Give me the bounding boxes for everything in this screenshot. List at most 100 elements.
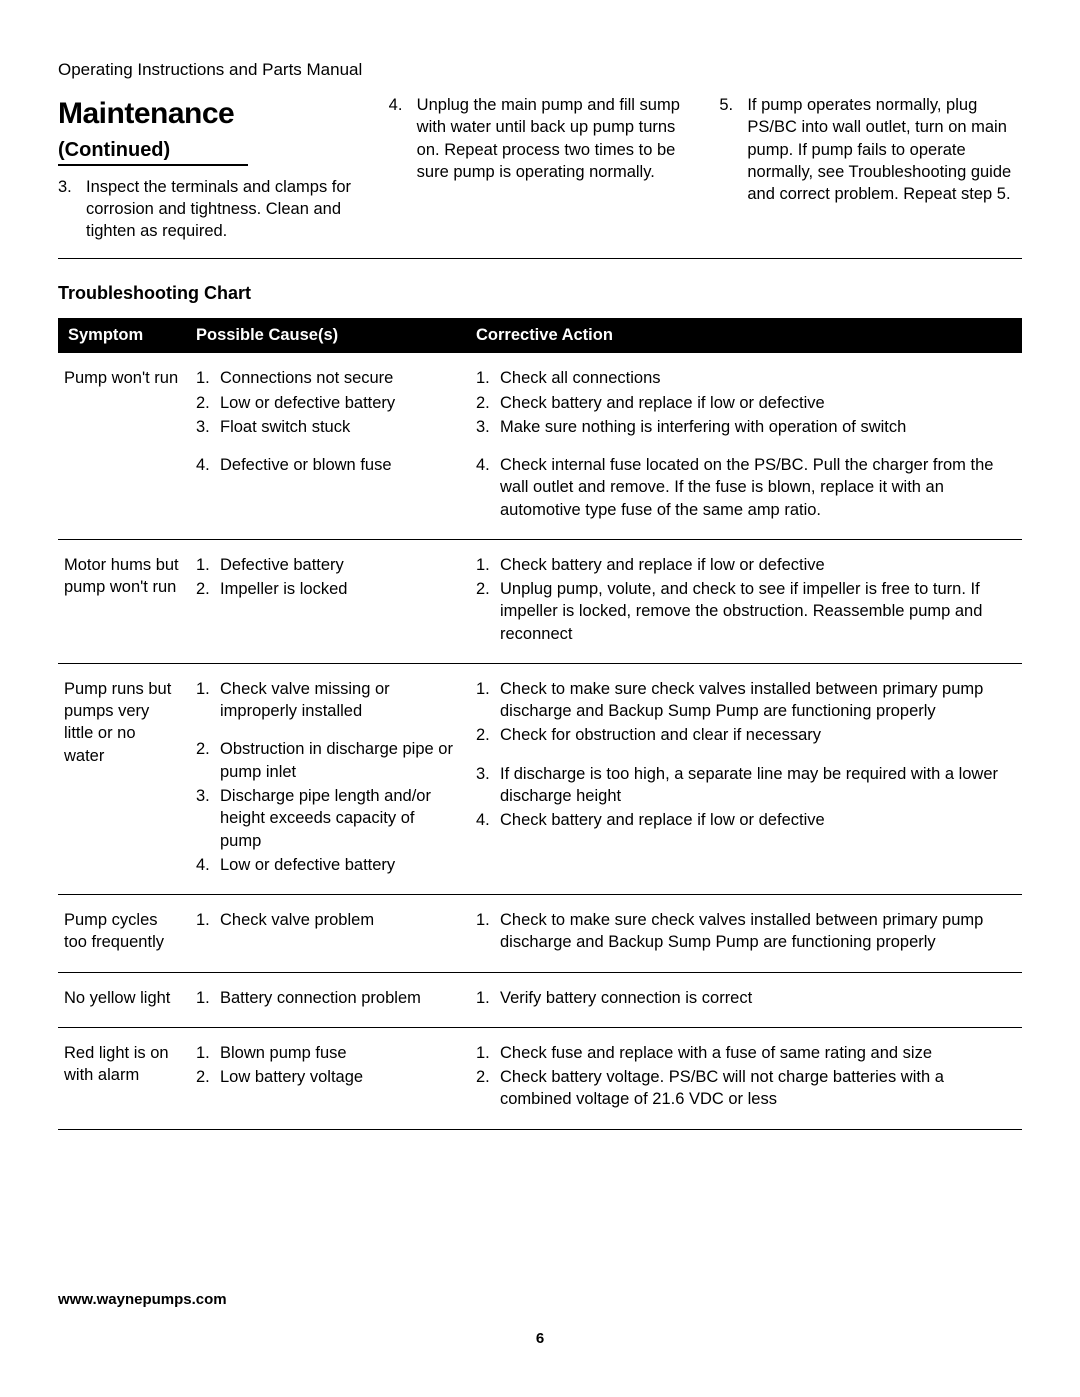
item-number: 3. <box>196 785 214 852</box>
table-header-row: Symptom Possible Cause(s) Corrective Act… <box>58 318 1022 353</box>
item-number: 2. <box>196 1066 214 1088</box>
list-item: 4.Check internal fuse located on the PS/… <box>476 454 1014 521</box>
item-number: 1. <box>476 554 494 576</box>
table-row: Red light is on with alarm1.Blown pump f… <box>58 1027 1022 1129</box>
item-number: 2. <box>476 1066 494 1111</box>
item-number: 2. <box>196 578 214 600</box>
item-number: 1. <box>476 1042 494 1064</box>
item-number: 2. <box>196 392 214 414</box>
troubleshooting-title: Troubleshooting Chart <box>58 283 1022 304</box>
cell-causes: 1.Connections not secure 2. Low or defecti… <box>188 353 468 539</box>
list-number: 4. <box>389 94 407 183</box>
item-number: 1. <box>196 909 214 931</box>
maintenance-col-1: Maintenance (Continued) 3. Inspect the t… <box>58 94 361 242</box>
cell-actions: 1.Check to make sure check valves instal… <box>468 663 1022 894</box>
item-text: Float switch stuck <box>220 416 460 438</box>
item-text: Check all connections <box>500 367 1014 389</box>
list-text: If pump operates normally, plug PS/BC in… <box>747 94 1022 205</box>
item-number: 1. <box>196 1042 214 1064</box>
item-text: Check battery and replace if low or defe… <box>500 809 1014 831</box>
list-item: 1.Check valve missing or improperly inst… <box>196 678 460 723</box>
item-number: 1. <box>476 987 494 1009</box>
cell-actions: 1. Verify battery connection is correct <box>468 972 1022 1027</box>
cell-causes: 1.Check valve missing or improperly inst… <box>188 663 468 894</box>
item-text: Defective or blown fuse <box>220 454 460 476</box>
item-number: 2. <box>476 578 494 645</box>
item-number: 1. <box>196 554 214 576</box>
list-number: 3. <box>58 176 76 243</box>
item-text: Verify battery connection is correct <box>500 987 1014 1009</box>
cell-actions: 1. Check all connections 2.Check battery a… <box>468 353 1022 539</box>
list-item: 2.Low battery voltage <box>196 1066 460 1088</box>
item-text: Check battery voltage. PS/BC will not ch… <box>500 1066 1014 1111</box>
table-row: Motor hums but pump won't run 1. Defective… <box>58 539 1022 663</box>
list-item: 2. Check for obstruction and clear if nec… <box>476 724 1014 746</box>
list-item: 3.If discharge is too high, a separate l… <box>476 763 1014 808</box>
list-item: 3.Float switch stuck <box>196 416 460 438</box>
maintenance-item-4: 4. Unplug the main pump and fill sump wi… <box>389 94 692 183</box>
list-item: 4. Defective or blown fuse <box>196 454 460 476</box>
list-item: 2.Obstruction in discharge pipe or pump … <box>196 738 460 783</box>
cell-actions: 1. Check battery and replace if low or de… <box>468 539 1022 663</box>
cell-symptom: Pump runs but pumps very little or no wa… <box>58 663 188 894</box>
cell-symptom: Red light is on with alarm <box>58 1027 188 1129</box>
list-item: 1. Verify battery connection is correct <box>476 987 1014 1009</box>
list-text: Unplug the main pump and fill sump with … <box>417 94 692 183</box>
item-number: 1. <box>476 909 494 954</box>
list-item: 2. Impeller is locked <box>196 578 460 600</box>
list-item: 4. Check battery and replace if low or de… <box>476 809 1014 831</box>
list-item: 2.Unplug pump, volute, and check to see … <box>476 578 1014 645</box>
item-text: Defective battery <box>220 554 460 576</box>
maintenance-heading: Maintenance <box>58 94 361 135</box>
cell-causes: 1.Check valve problem <box>188 895 468 973</box>
item-number: 4. <box>196 454 214 476</box>
item-number: 1. <box>196 367 214 389</box>
table-row: Pump cycles too frequently1.Check valve … <box>58 895 1022 973</box>
item-text: If discharge is too high, a separate lin… <box>500 763 1014 808</box>
item-text: Check for obstruction and clear if neces… <box>500 724 1014 746</box>
maintenance-item-5: 5. If pump operates normally, plug PS/BC… <box>719 94 1022 205</box>
table-row: Pump runs but pumps very little or no wa… <box>58 663 1022 894</box>
item-text: Impeller is locked <box>220 578 460 600</box>
troubleshooting-table: Symptom Possible Cause(s) Corrective Act… <box>58 318 1022 1129</box>
list-item: 2.Check battery and replace if low or de… <box>476 392 1014 414</box>
item-text: Low or defective battery <box>220 392 460 414</box>
cell-symptom: Motor hums but pump won't run <box>58 539 188 663</box>
cell-causes: 1. Battery connection problem <box>188 972 468 1027</box>
cell-causes: 1.Blown pump fuse2.Low battery voltage <box>188 1027 468 1129</box>
list-item: 1.Connections not secure <box>196 367 460 389</box>
cell-symptom: No yellow light <box>58 972 188 1027</box>
list-number: 5. <box>719 94 737 205</box>
item-number: 2. <box>196 738 214 783</box>
list-item: 1.Check to make sure check valves instal… <box>476 909 1014 954</box>
maintenance-item-3: 3. Inspect the terminals and clamps for … <box>58 176 361 243</box>
list-item: 1.Check to make sure check valves instal… <box>476 678 1014 723</box>
table-row: No yellow light 1. Battery connection prob… <box>58 972 1022 1027</box>
th-action: Corrective Action <box>468 318 1022 353</box>
item-number: 2. <box>476 392 494 414</box>
maintenance-col-3: 5. If pump operates normally, plug PS/BC… <box>719 94 1022 242</box>
list-item: 1. Check all connections <box>476 367 1014 389</box>
item-number: 1. <box>476 367 494 389</box>
cell-actions: 1. Check fuse and replace with a fuse of … <box>468 1027 1022 1129</box>
list-item: 1. Check battery and replace if low or de… <box>476 554 1014 576</box>
item-text: Unplug pump, volute, and check to see if… <box>500 578 1014 645</box>
list-item: 2.Check battery voltage. PS/BC will not … <box>476 1066 1014 1111</box>
item-number: 2. <box>476 724 494 746</box>
item-number: 3. <box>476 416 494 438</box>
list-item: 1. Defective battery <box>196 554 460 576</box>
item-text: Check valve missing or improperly instal… <box>220 678 460 723</box>
page-number: 6 <box>58 1330 1022 1347</box>
table-body: Pump won't run1.Connections not secure2.… <box>58 353 1022 1129</box>
item-text: Battery connection problem <box>220 987 460 1009</box>
list-item: 2. Low or defective battery <box>196 392 460 414</box>
item-text: Check battery and replace if low or defe… <box>500 554 1014 576</box>
item-number: 1. <box>196 987 214 1009</box>
cell-causes: 1. Defective battery 2. Impeller is locked <box>188 539 468 663</box>
list-item: 1.Blown pump fuse <box>196 1042 460 1064</box>
page-footer: www.waynepumps.com 6 <box>58 1291 1022 1347</box>
item-number: 4. <box>476 809 494 831</box>
doc-title: Operating Instructions and Parts Manual <box>58 60 1022 80</box>
item-text: Check fuse and replace with a fuse of sa… <box>500 1042 1014 1064</box>
maintenance-continued: (Continued) <box>58 137 248 166</box>
